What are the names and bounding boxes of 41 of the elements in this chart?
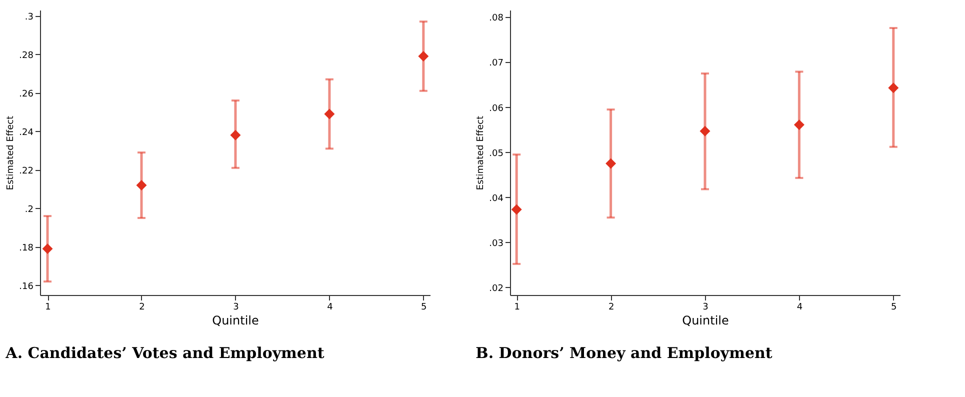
y-tick-label: .06 [489,104,504,114]
y-tick-label: .22 [19,166,34,176]
x-tick-label: 2 [139,302,145,312]
y-axis-title: Estimated Effect [6,115,16,190]
x-tick-label: 4 [327,302,334,312]
y-tick-label: .08 [489,14,504,24]
point [606,158,616,169]
y-tick-label: .03 [489,238,504,249]
y-tick-label: .07 [489,58,504,69]
y-tick-label: .3 [24,12,34,22]
text: A. Candidates’ Votes and Employment [4,344,324,362]
x-axis-title: Quintile [682,314,729,328]
point [418,50,429,62]
point [42,244,53,254]
y-tick-label: .26 [19,89,34,100]
text: B. Donors’ Money and Employment [476,344,772,362]
point [888,82,899,94]
y-axis-title: Estimated Effect [476,115,486,190]
y-tick-label: .16 [19,282,34,292]
x-axis-title: Quintile [212,314,259,328]
x-tick-label: 4 [796,302,803,312]
point [230,130,241,140]
x-tick-label: 5 [891,302,897,312]
point [700,126,710,136]
point [794,120,804,130]
point [511,204,522,215]
y-tick-label: .2 [24,204,34,215]
y-tick-label: .02 [489,284,504,294]
point [136,180,147,190]
x-tick-label: 3 [702,302,708,312]
x-tick-label: 3 [233,302,239,312]
point [324,108,335,120]
y-tick-label: .18 [19,243,34,254]
y-tick-label: .05 [489,148,504,159]
x-tick-label: 1 [514,302,520,312]
x-tick-label: 2 [608,302,614,312]
y-tick-label: .28 [19,50,34,61]
x-tick-label: 1 [45,302,51,312]
y-tick-label: .24 [19,128,34,138]
y-tick-label: .04 [489,194,504,204]
x-tick-label: 5 [421,302,427,312]
